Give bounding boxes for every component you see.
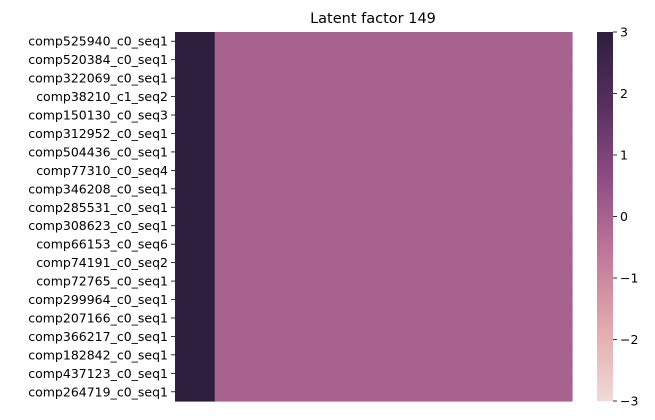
heatmap-cell: [175, 179, 216, 199]
heatmap-cell: [214, 234, 573, 254]
heatmap-cell: [175, 382, 216, 402]
heatmap-cell: [214, 345, 573, 365]
row-label: comp520384_c0_seq1: [28, 52, 168, 67]
heatmap-cell: [214, 308, 573, 328]
heatmap-cell: [214, 271, 573, 291]
colorbar-tick-label: 1: [620, 148, 628, 163]
heatmap-cell: [175, 308, 216, 328]
heatmap-cell: [175, 234, 216, 254]
row-label: comp38210_c1_seq2: [36, 89, 168, 104]
row-label: comp207166_c0_seq1: [28, 310, 168, 325]
heatmap-cell: [214, 327, 573, 347]
heatmap-cells: [175, 32, 573, 402]
heatmap-cell: [214, 364, 573, 384]
row-label: comp346208_c0_seq1: [28, 181, 168, 196]
row-label: comp74191_c0_seq2: [36, 255, 168, 270]
row-label: comp285531_c0_seq1: [28, 200, 168, 215]
row-label: comp150130_c0_seq3: [28, 108, 168, 123]
row-label: comp182842_c0_seq1: [28, 347, 168, 362]
row-label: comp525940_c0_seq1: [28, 34, 168, 49]
heatmap-cell: [175, 50, 216, 70]
colorbar-tick-label: 2: [620, 86, 628, 101]
heatmap-cell: [214, 50, 573, 70]
heatmap-cell: [214, 179, 573, 199]
colorbar-tick-label: −3: [620, 394, 638, 409]
colorbar-tick-label: −2: [620, 332, 638, 347]
heatmap-cell: [214, 216, 573, 236]
heatmap-cell: [214, 87, 573, 107]
heatmap-cell: [214, 382, 573, 402]
heatmap-cell: [175, 87, 216, 107]
row-labels: comp525940_c0_seq1 comp520384_c0_seq1comp…: [28, 34, 175, 399]
heatmap-cell: [175, 161, 216, 181]
heatmap-cell: [214, 124, 573, 144]
heatmap-cell: [175, 142, 216, 162]
colorbar-ticks: 3 2 1 0 −1 −2 −3: [613, 25, 638, 409]
heatmap-cell: [214, 290, 573, 310]
colorbar-tick-label: 0: [620, 209, 628, 224]
heatmap-cell: [214, 68, 573, 88]
row-label: comp322069_c0_seq1: [28, 71, 168, 86]
row-label: comp77310_c0_seq4: [36, 163, 168, 178]
heatmap-cell: [175, 364, 216, 384]
colorbar-tick-label: 3: [620, 25, 628, 40]
heatmap-cell: [175, 124, 216, 144]
heatmap-cell: [175, 198, 216, 218]
heatmap-cell: [175, 216, 216, 236]
colorbar: [597, 32, 613, 401]
row-label: comp504436_c0_seq1: [28, 144, 168, 159]
heatmap-cell: [175, 105, 216, 125]
row-label: comp308623_c0_seq1: [28, 218, 168, 233]
row-label: comp437123_c0_seq1: [28, 366, 168, 381]
row-label: comp299964_c0_seq1: [28, 292, 168, 307]
colorbar-tick-label: −1: [620, 271, 638, 286]
heatmap-cell: [214, 161, 573, 181]
row-label: comp66153_c0_seq6: [36, 237, 168, 252]
heatmap-cell: [175, 32, 216, 52]
heatmap-cell: [175, 253, 216, 273]
row-label: comp264719_c0_seq1: [28, 384, 168, 399]
row-label: comp72765_c0_seq1: [36, 274, 168, 289]
heatmap-cell: [175, 68, 216, 88]
heatmap-cell: [214, 198, 573, 218]
chart-title: Latent factor 149: [310, 11, 436, 27]
heatmap-cell: [214, 142, 573, 162]
heatmap-cell: [175, 271, 216, 291]
heatmap-cell: [175, 290, 216, 310]
heatmap-cell: [175, 327, 216, 347]
heatmap-cell: [175, 345, 216, 365]
row-label: comp312952_c0_seq1: [28, 126, 168, 141]
row-label: comp366217_c0_seq1: [28, 329, 168, 344]
heatmap-cell: [214, 32, 573, 52]
heatmap-cell: [214, 105, 573, 125]
heatmap-cell: [214, 253, 573, 273]
